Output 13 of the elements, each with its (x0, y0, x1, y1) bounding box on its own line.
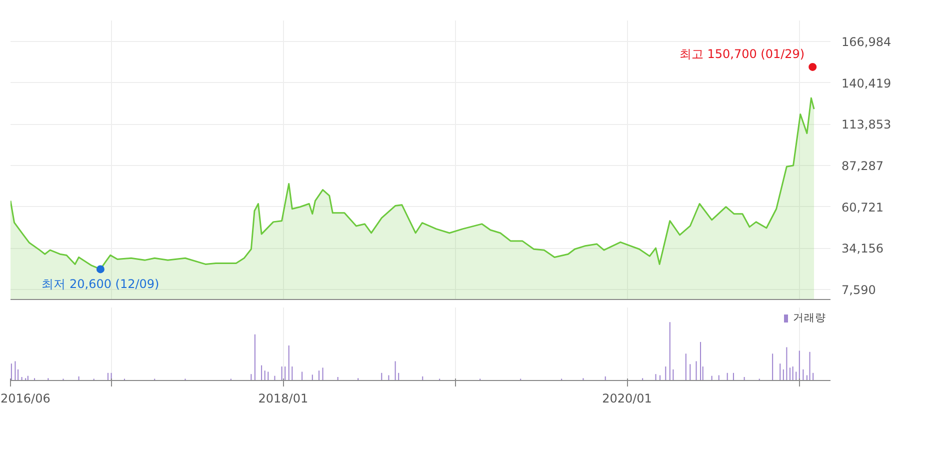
y-tick-label: 7,590 (842, 282, 876, 297)
legend-label: 거래량 (793, 311, 826, 325)
y-tick-label: 87,287 (842, 159, 884, 174)
y-tick-label: 166,984 (842, 35, 892, 50)
y-tick-label: 113,853 (842, 118, 892, 132)
x-tick-label: 2018/01 (258, 392, 308, 406)
x-tick-label: 2020/01 (602, 392, 652, 406)
y-tick-label: 140,419 (842, 76, 892, 90)
y-tick-label: 34,156 (842, 242, 884, 256)
annotation: 최고 150,700 (01/29) (679, 46, 805, 61)
annotation: 최저 20,600 (12/09) (42, 277, 160, 292)
x-tick-label: 2016/06 (0, 392, 50, 406)
y-tick-label: 60,721 (842, 200, 884, 214)
